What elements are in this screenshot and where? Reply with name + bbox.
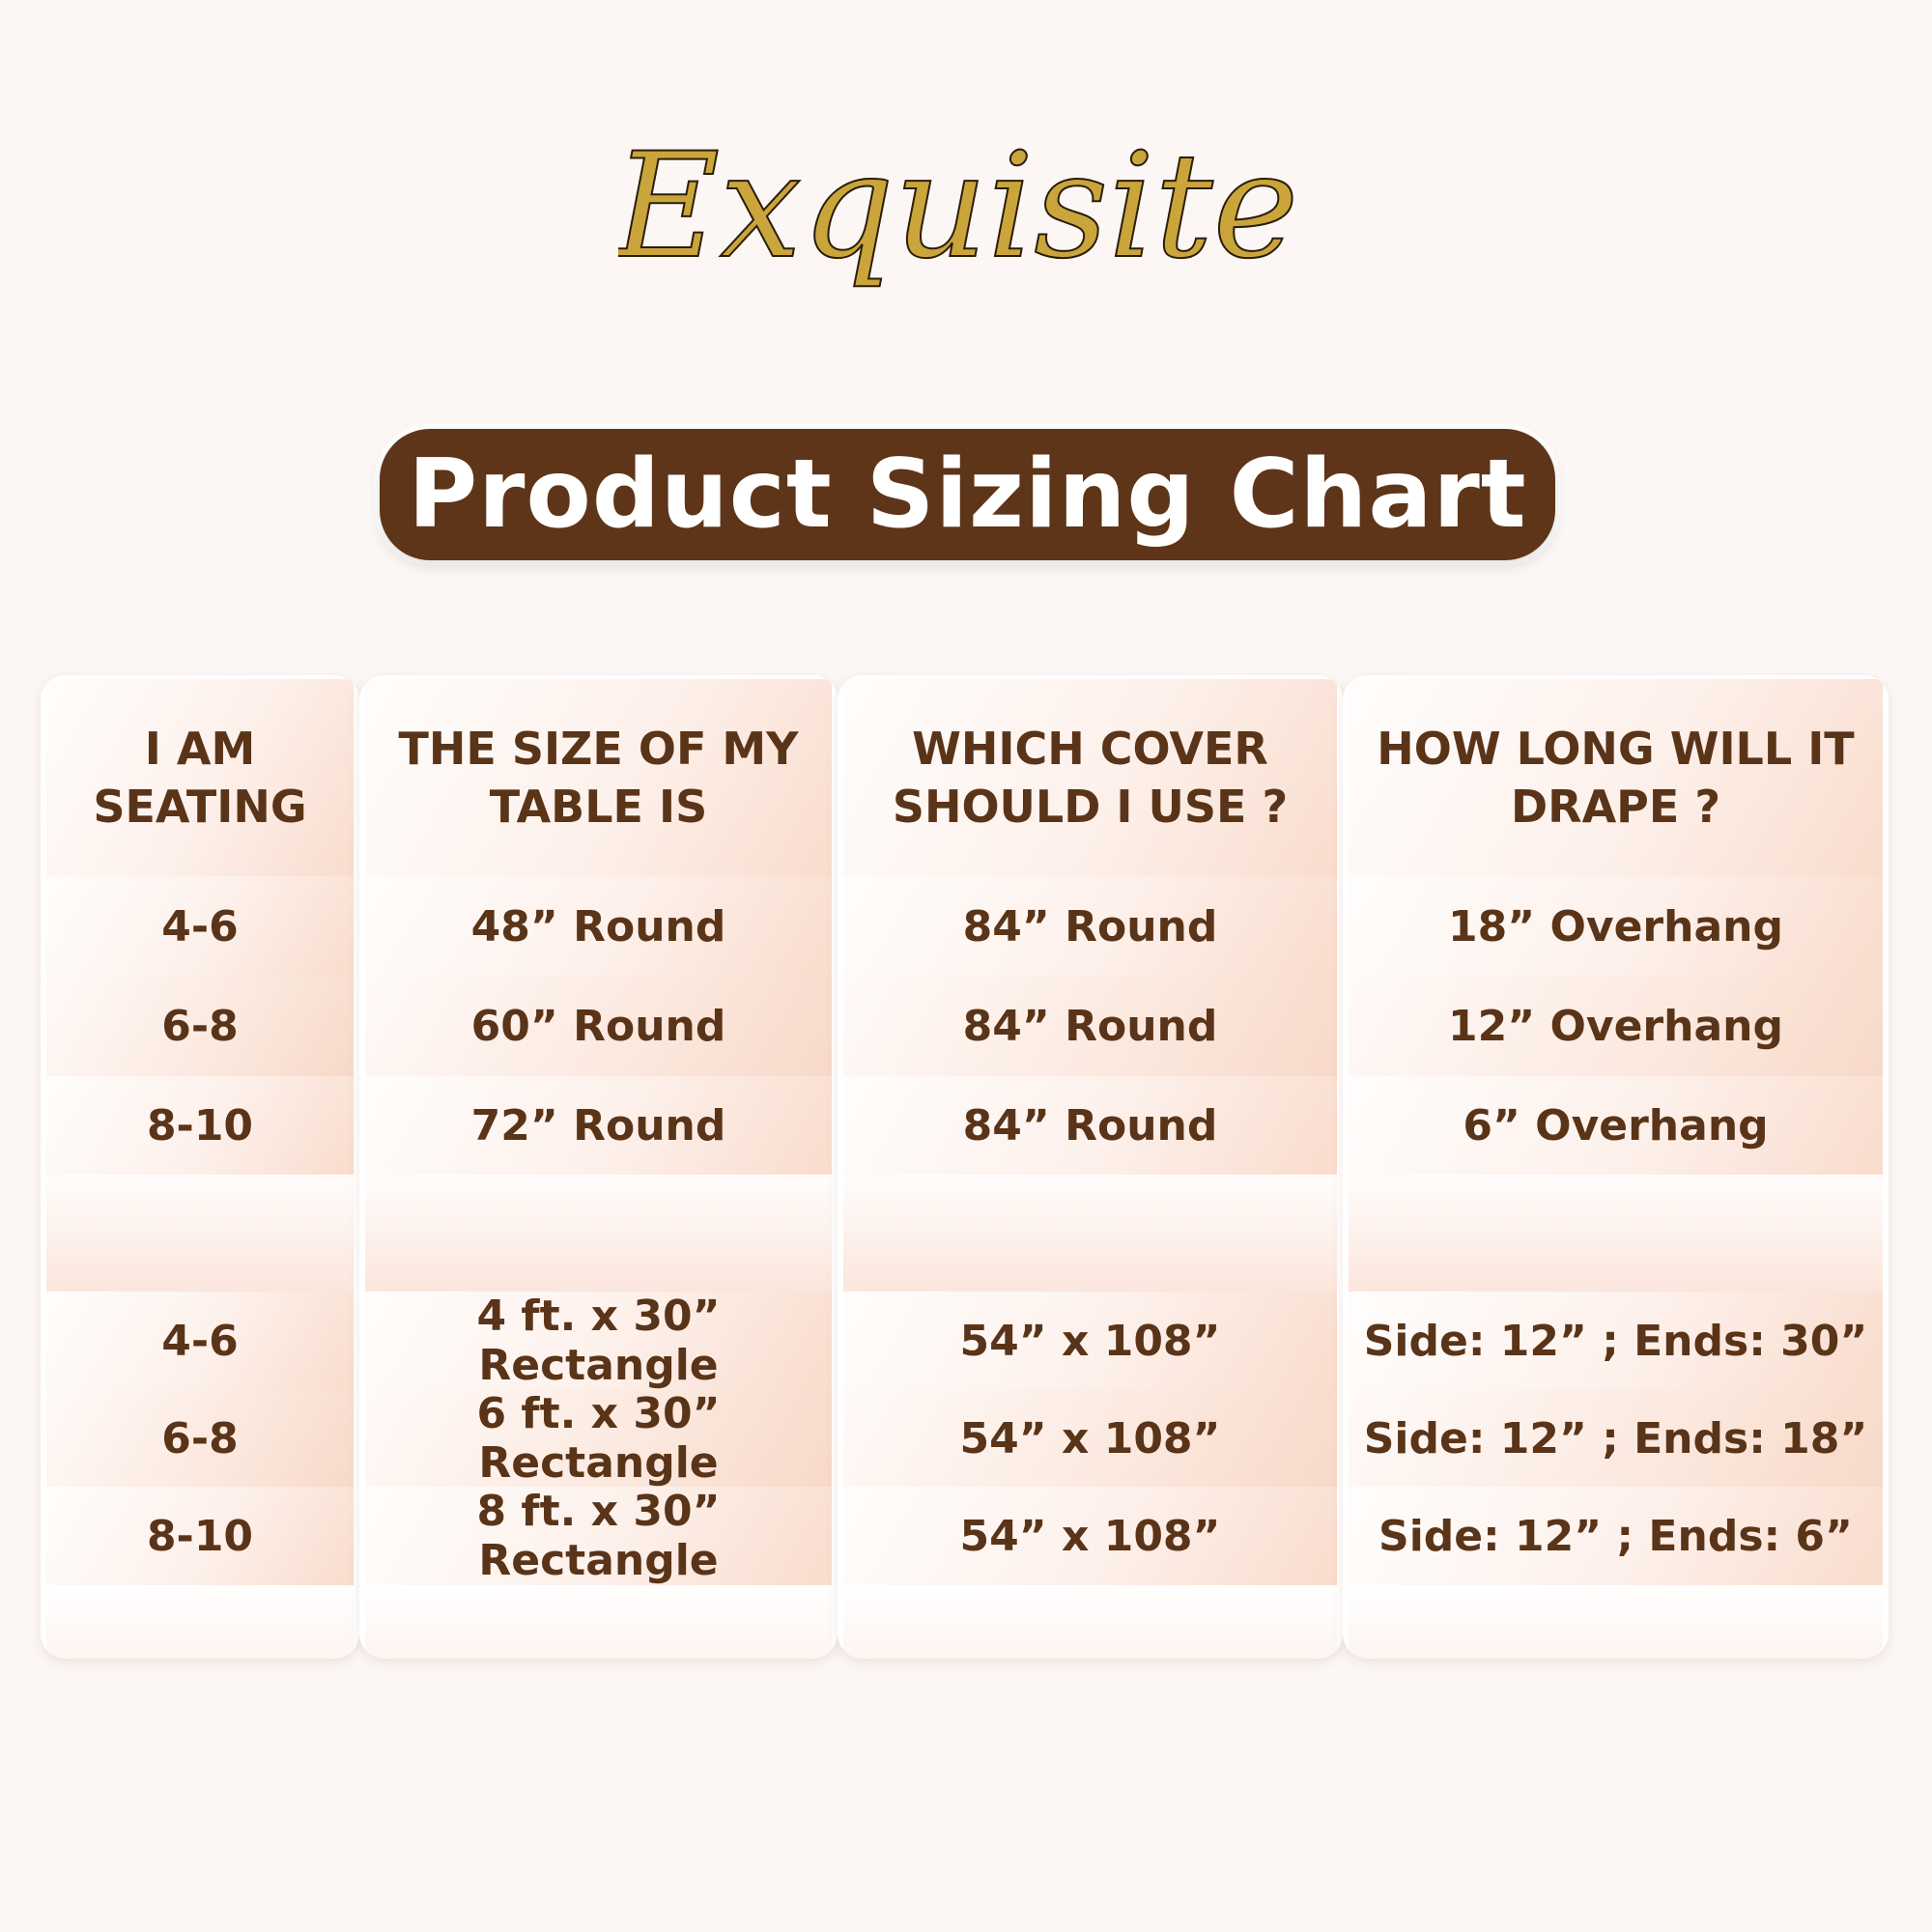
cell-drape: Side: 12” ; Ends: 30”	[1349, 1292, 1883, 1390]
spacer-row	[843, 1175, 1337, 1292]
logo-text: Exquisite	[618, 123, 1294, 291]
spacer-row	[46, 1175, 354, 1292]
cell-drape: Side: 12” ; Ends: 18”	[1349, 1390, 1883, 1487]
cell-cover: 84” Round	[843, 1076, 1337, 1175]
cell-seating: 8-10	[46, 1487, 354, 1585]
header-seating: I AM SEATING	[46, 679, 354, 876]
cell-seating: 8-10	[46, 1076, 354, 1175]
column-cover: WHICH COVER SHOULD I USE ? 84” Round 84” R…	[838, 675, 1343, 1659]
cell-cover: 54” x 108”	[843, 1292, 1337, 1390]
footer-row	[46, 1585, 354, 1659]
cell-cover: 84” Round	[843, 876, 1337, 977]
cell-drape: 12” Overhang	[1349, 977, 1883, 1076]
column-table-size: THE SIZE OF MY TABLE IS 48” Round 60” Roun…	[359, 675, 838, 1659]
header-drape: HOW LONG WILL IT DRAPE ?	[1349, 679, 1883, 876]
column-seating: I AM SEATING 4-6 6-8 8-10 4-6 6-8 8-10	[41, 675, 359, 1659]
cell-table-size: 72” Round	[365, 1076, 832, 1175]
cell-seating: 4-6	[46, 1292, 354, 1390]
cell-drape: 6” Overhang	[1349, 1076, 1883, 1175]
cell-table-size: 4 ft. x 30” Rectangle	[365, 1292, 832, 1390]
cell-cover: 54” x 108”	[843, 1487, 1337, 1585]
column-drape: HOW LONG WILL IT DRAPE ? 18” Overhang 12” …	[1343, 675, 1889, 1659]
cell-table-size: 48” Round	[365, 876, 832, 977]
cell-drape: 18” Overhang	[1349, 876, 1883, 977]
cell-seating: 6-8	[46, 977, 354, 1076]
footer-row	[365, 1585, 832, 1659]
exquisite-logo: Exquisite	[618, 122, 1294, 292]
spacer-row	[1349, 1175, 1883, 1292]
cell-drape: Side: 12” ; Ends: 6”	[1349, 1487, 1883, 1585]
cell-table-size: 6 ft. x 30” Rectangle	[365, 1389, 832, 1488]
header-cover: WHICH COVER SHOULD I USE ?	[843, 679, 1337, 876]
spacer-row	[365, 1175, 832, 1292]
cell-seating: 6-8	[46, 1390, 354, 1487]
footer-row	[1349, 1585, 1883, 1659]
cell-cover: 84” Round	[843, 977, 1337, 1076]
header-table-size: THE SIZE OF MY TABLE IS	[365, 679, 832, 876]
page-title: Product Sizing Chart	[408, 440, 1527, 550]
cell-cover: 54” x 108”	[843, 1390, 1337, 1487]
footer-row	[843, 1585, 1337, 1659]
sizing-table: I AM SEATING 4-6 6-8 8-10 4-6 6-8 8-10 THE SIZE…	[41, 675, 1889, 1661]
cell-seating: 4-6	[46, 876, 354, 977]
title-banner: Product Sizing Chart	[380, 429, 1555, 560]
cell-table-size: 60” Round	[365, 977, 832, 1076]
cell-table-size: 8 ft. x 30” Rectangle	[365, 1487, 832, 1585]
